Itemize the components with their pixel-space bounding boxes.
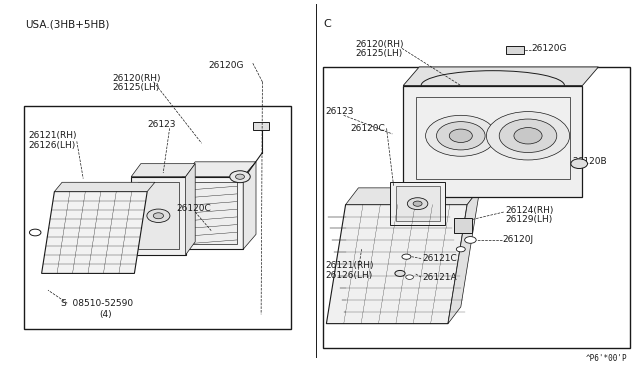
Bar (138, 182, 179, 249)
Text: 26120C: 26120C (176, 204, 211, 213)
Circle shape (395, 270, 405, 276)
Circle shape (406, 275, 413, 279)
Text: 26121C: 26121C (422, 254, 457, 263)
Text: 26123: 26123 (147, 120, 176, 129)
Circle shape (29, 229, 41, 236)
Bar (506, 46, 524, 54)
Text: 26124(RH): 26124(RH) (506, 206, 554, 215)
Text: USA.(3HB+5HB): USA.(3HB+5HB) (26, 19, 110, 29)
Text: 26129(LH): 26129(LH) (506, 215, 553, 224)
Bar (182, 177, 243, 249)
Text: 26120C: 26120C (351, 124, 385, 133)
Text: 26126(LH): 26126(LH) (325, 271, 372, 280)
Text: 26126(LH): 26126(LH) (29, 141, 76, 150)
Text: S  08510-52590: S 08510-52590 (61, 299, 133, 308)
Text: C: C (323, 19, 331, 29)
Polygon shape (186, 164, 195, 255)
Text: 26121A: 26121A (422, 273, 457, 282)
Polygon shape (54, 182, 155, 192)
Circle shape (413, 201, 422, 206)
Text: 26120(RH): 26120(RH) (112, 74, 161, 83)
Bar (416, 97, 570, 179)
Circle shape (154, 213, 164, 219)
Text: 26120G: 26120G (208, 61, 243, 70)
Circle shape (426, 115, 496, 156)
Polygon shape (448, 188, 480, 324)
Bar (131, 177, 186, 255)
Circle shape (465, 237, 476, 243)
Circle shape (402, 254, 411, 259)
Polygon shape (182, 162, 256, 177)
Text: 26120B: 26120B (573, 157, 607, 166)
Circle shape (571, 159, 588, 169)
Circle shape (407, 198, 428, 210)
Bar (253, 122, 269, 130)
Text: 26120(RH): 26120(RH) (355, 40, 404, 49)
Text: 26123: 26123 (325, 107, 354, 116)
Circle shape (230, 171, 250, 183)
Text: 26121(RH): 26121(RH) (29, 131, 77, 140)
Text: ^P6'*00'P: ^P6'*00'P (586, 354, 627, 363)
Bar (403, 86, 582, 197)
Polygon shape (42, 192, 147, 273)
Bar (323, 67, 630, 348)
Text: 26125(LH): 26125(LH) (112, 83, 159, 92)
Polygon shape (326, 205, 467, 324)
Circle shape (499, 119, 557, 153)
Circle shape (449, 129, 472, 142)
Circle shape (456, 247, 465, 252)
Polygon shape (131, 164, 195, 177)
Text: 26120J: 26120J (502, 235, 534, 244)
Circle shape (436, 122, 485, 150)
Polygon shape (243, 162, 256, 249)
Text: 26125(LH): 26125(LH) (355, 49, 403, 58)
Bar (454, 218, 472, 232)
Polygon shape (403, 67, 598, 86)
Bar (396, 186, 440, 221)
Circle shape (486, 112, 570, 160)
Bar (24, 106, 291, 329)
Bar (189, 182, 237, 244)
Text: 26120G: 26120G (531, 44, 566, 53)
Bar (390, 182, 445, 225)
Circle shape (147, 209, 170, 222)
Circle shape (236, 174, 244, 179)
Text: (4): (4) (99, 310, 112, 319)
Circle shape (514, 128, 542, 144)
Polygon shape (346, 188, 480, 205)
Text: 26121(RH): 26121(RH) (325, 262, 374, 270)
